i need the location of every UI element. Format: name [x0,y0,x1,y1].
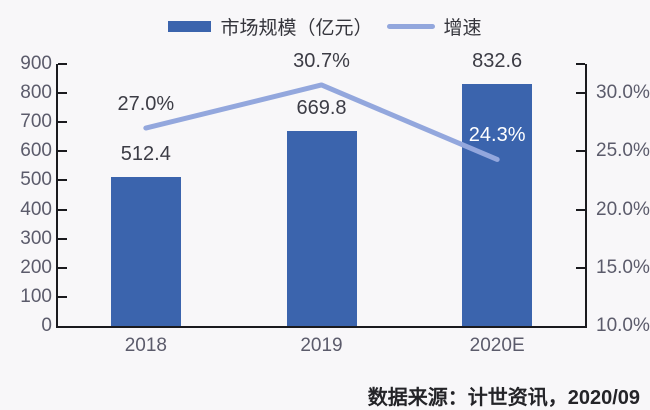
left-axis-tick-label: 700 [20,111,52,133]
legend-label-growth: 增速 [443,17,482,39]
left-axis-tick-label: 900 [20,53,52,74]
right-axis-tick-label: 15.0% [596,256,650,278]
line-swatch-icon [386,23,435,29]
left-axis-tick-label: 400 [20,198,52,220]
line-value-label: 27.0% [117,93,175,116]
right-axis-line [585,64,587,328]
right-axis-tick [576,266,585,269]
bar-2019 [286,131,357,326]
left-axis-tick-label: 500 [20,169,52,191]
right-axis-tick-label: 10.0% [596,315,650,336]
left-axis-tick [58,121,67,124]
left-axis-tick [58,150,67,153]
line-value-label: 24.3% [468,124,526,147]
left-axis-tick-label: 800 [20,82,52,104]
right-axis-tick [576,208,585,211]
left-axis-tick-label: 200 [20,256,52,278]
left-axis-tick [58,208,67,211]
x-axis-label-2020E: 2020E [469,335,525,356]
bar-value-label: 669.8 [296,97,347,119]
bar-2020E [462,83,533,326]
bar-value-label: 832.6 [472,49,523,72]
left-axis-tick [58,237,67,240]
bar-2018 [110,176,181,326]
left-axis-tick [58,295,67,298]
right-axis-tick [576,92,585,95]
left-axis-tick-label: 0 [41,315,52,336]
bar-value-label: 512.4 [120,142,171,165]
left-axis-tick [58,266,67,269]
right-axis-tick-label: 25.0% [596,140,650,162]
legend-item-growth: 增速 [386,13,482,40]
x-axis-line [56,326,587,328]
legend-item-market-size: 市场规模（亿元） [168,13,373,40]
bar-swatch-icon [168,20,212,32]
right-axis-tick-label: 30.0% [596,82,650,104]
left-axis-tick [58,179,67,182]
left-axis-line [56,64,58,328]
left-axis-tick [58,63,67,65]
legend: 市场规模（亿元） 增速 [0,12,650,40]
left-axis-tick-label: 300 [20,227,52,249]
line-value-label: 30.7% [293,49,350,72]
left-axis-tick-label: 100 [20,285,52,307]
left-axis-tick [58,92,67,95]
left-axis-tick-label: 600 [20,140,52,162]
source-note: 数据来源：计世资讯，2020/09 [367,387,640,409]
right-axis-end-tick [576,63,585,65]
right-axis-tick [576,150,585,153]
legend-label-market-size: 市场规模（亿元） [220,17,373,39]
x-axis-label-2018: 2018 [124,335,167,356]
right-axis-tick-label: 20.0% [596,198,650,220]
x-axis-label-2019: 2019 [300,335,343,356]
